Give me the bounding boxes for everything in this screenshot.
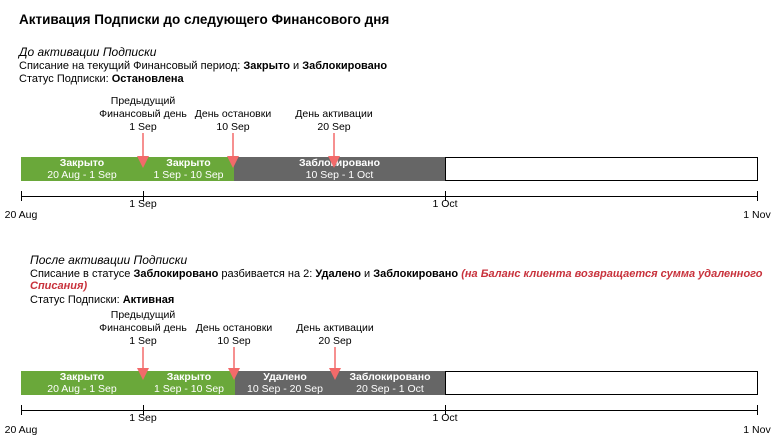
before-ann-activation-day: День активации 20 Sep xyxy=(295,108,372,134)
before-tick-label-oct1: 1 Oct xyxy=(432,198,458,210)
before-ann-stop-day: День остановки 10 Sep xyxy=(195,108,271,134)
after-desc-prefix: Списание в статусе xyxy=(30,268,134,280)
after-segment-blocked: Заблокировано 20 Sep - 1 Oct xyxy=(335,371,445,395)
after-status-prefix: Статус Подписки: xyxy=(30,294,123,306)
before-tick-label-aug20: 20 Aug xyxy=(4,209,38,221)
after-ann-stop-2: 10 Sep xyxy=(217,335,251,347)
before-ann-stop-2: 10 Sep xyxy=(216,121,250,133)
after-desc-mid: разбивается на 2: xyxy=(218,268,316,280)
before-seg3-title: Заблокировано xyxy=(298,157,381,169)
before-ann-prev-1: Предыдущий xyxy=(110,95,176,107)
after-ann-activation-day: День активации 20 Sep xyxy=(296,322,373,348)
before-tick-aug20 xyxy=(21,191,22,201)
before-tick-label-sep1: 1 Sep xyxy=(129,198,157,210)
after-ann-prev-3: 1 Sep xyxy=(129,335,157,347)
before-arrow-stop-day xyxy=(227,133,239,168)
after-seg2-dates: 1 Sep - 10 Sep xyxy=(153,383,225,395)
before-seg2-dates: 1 Sep - 10 Sep xyxy=(153,169,224,181)
after-desc-deleted: Удалено xyxy=(315,268,361,280)
after-tick-nov1 xyxy=(757,405,758,415)
after-seg4-title: Заблокировано xyxy=(349,371,431,383)
after-desc-note: (на Баланс клиента возвращается сумма уд… xyxy=(461,268,763,280)
before-seg1-dates: 20 Aug - 1 Sep xyxy=(47,169,117,181)
before-desc-and: и xyxy=(289,60,303,72)
before-ann-stop-1: День остановки xyxy=(194,108,272,120)
after-segment-deleted: Удалено 10 Sep - 20 Sep xyxy=(235,371,335,395)
after-desc-blocked: Заблокировано xyxy=(133,268,219,280)
after-description: Списание в статусе Заблокировано разбива… xyxy=(30,268,762,280)
before-ann-act-1: День активации xyxy=(295,108,373,120)
after-ann-act-1: День активации xyxy=(296,322,374,334)
before-desc-blocked: Заблокировано xyxy=(302,60,388,72)
after-ann-act-2: 20 Sep xyxy=(318,335,352,347)
before-desc-prefix: Списание на текущий Финансовый период: xyxy=(19,60,244,72)
after-desc-blocked2: Заблокировано xyxy=(373,268,459,280)
after-tick-label-sep1: 1 Sep xyxy=(129,412,157,424)
before-seg1-title: Закрыто xyxy=(59,157,105,169)
before-ann-prev-day: Предыдущий Финансовый день 1 Sep xyxy=(99,95,187,134)
after-segment-closed-2: Закрыто 1 Sep - 10 Sep xyxy=(143,371,235,395)
after-status-value: Активная xyxy=(122,294,175,306)
before-tick-sep1 xyxy=(143,191,144,201)
before-arrow-activation-day xyxy=(328,133,340,168)
after-seg3-dates: 10 Sep - 20 Sep xyxy=(247,383,323,395)
before-ann-prev-2: Финансовый день xyxy=(99,108,187,120)
before-desc-closed: Закрыто xyxy=(243,60,290,72)
before-description: Списание на текущий Финансовый период: З… xyxy=(19,60,387,72)
before-status-prefix: Статус Подписки: xyxy=(19,73,112,85)
after-desc-note-continued: Списания) xyxy=(30,280,88,292)
after-ann-stop-1: День остановки xyxy=(195,322,273,334)
after-seg2-title: Закрыто xyxy=(166,371,212,383)
after-tick-sep1 xyxy=(143,405,144,415)
before-tick-oct1 xyxy=(445,191,446,201)
after-tick-label-aug20: 20 Aug xyxy=(4,424,38,436)
after-tick-label-nov1: 1 Nov xyxy=(743,424,771,436)
before-ann-prev-3: 1 Sep xyxy=(129,121,157,133)
after-tick-label-oct1: 1 Oct xyxy=(432,412,458,424)
before-heading: До активации Подписки xyxy=(19,45,157,59)
after-ann-prev-2: Финансовый день xyxy=(99,322,187,334)
after-seg4-dates: 20 Sep - 1 Oct xyxy=(356,383,424,395)
after-tick-oct1 xyxy=(445,405,446,415)
after-seg3-title: Удалено xyxy=(263,371,307,383)
before-segment-divider xyxy=(445,157,446,181)
after-seg1-dates: 20 Aug - 1 Sep xyxy=(47,383,117,395)
before-segment-blocked: Заблокировано 10 Sep - 1 Oct xyxy=(234,157,445,181)
after-segment-closed-1: Закрыто 20 Aug - 1 Sep xyxy=(21,371,143,395)
after-axis-line xyxy=(21,410,758,411)
before-tick-nov1 xyxy=(757,191,758,201)
before-tick-label-nov1: 1 Nov xyxy=(743,209,771,221)
before-status-value: Остановлена xyxy=(111,73,184,85)
after-tick-aug20 xyxy=(21,405,22,415)
before-seg3-dates: 10 Sep - 1 Oct xyxy=(305,169,374,181)
before-axis-line xyxy=(21,196,758,197)
after-segment-divider xyxy=(445,371,446,395)
after-arrow-activation-day xyxy=(329,347,341,380)
after-ann-stop-day: День остановки 10 Sep xyxy=(196,322,272,348)
before-segment-closed-1: Закрыто 20 Aug - 1 Sep xyxy=(21,157,143,181)
before-seg2-title: Закрыто xyxy=(166,157,211,169)
after-desc-and: и xyxy=(360,268,374,280)
after-ann-prev-day: Предыдущий Финансовый день 1 Sep xyxy=(99,309,187,348)
after-heading: После активации Подписки xyxy=(30,253,188,267)
before-arrow-prev-day xyxy=(137,133,149,168)
after-status: Статус Подписки: Активная xyxy=(30,294,174,306)
before-segment-closed-2: Закрыто 1 Sep - 10 Sep xyxy=(143,157,234,181)
after-seg1-title: Закрыто xyxy=(59,371,105,383)
after-arrow-stop-day xyxy=(228,347,240,380)
after-ann-prev-1: Предыдущий xyxy=(110,309,176,321)
before-status: Статус Подписки: Остановлена xyxy=(19,73,184,85)
page-title: Активация Подписки до следующего Финансо… xyxy=(19,12,390,27)
before-ann-act-2: 20 Sep xyxy=(317,121,351,133)
after-arrow-prev-day xyxy=(137,347,149,380)
